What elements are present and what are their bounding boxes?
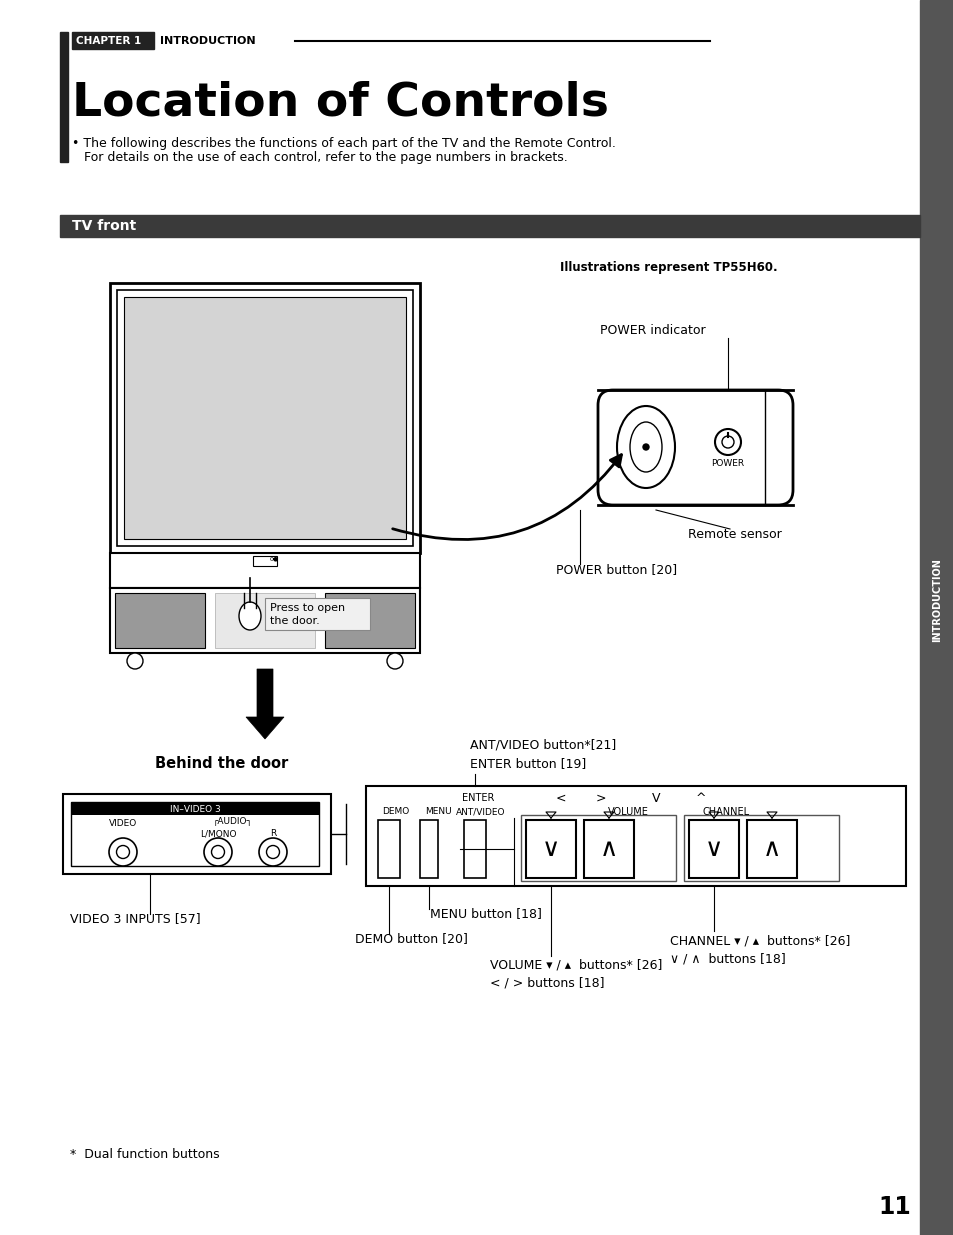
Bar <box>60 215 919 237</box>
Bar <box>71 802 318 815</box>
Bar <box>919 0 953 1235</box>
Bar <box>214 593 314 648</box>
Bar <box>325 593 415 648</box>
Ellipse shape <box>617 406 675 488</box>
Bar <box>746 820 796 878</box>
Text: ∨: ∨ <box>541 837 559 861</box>
Circle shape <box>109 839 137 866</box>
Text: • The following describes the functions of each part of the TV and the Remote Co: • The following describes the functions … <box>71 137 616 149</box>
Text: VOLUME: VOLUME <box>607 806 648 818</box>
Bar <box>419 820 437 878</box>
Circle shape <box>266 846 279 858</box>
Text: POWER: POWER <box>711 459 743 468</box>
Text: Press to open: Press to open <box>270 603 345 613</box>
Circle shape <box>212 846 224 858</box>
Bar <box>265 598 370 630</box>
Text: *  Dual function buttons: * Dual function buttons <box>70 1149 219 1161</box>
Circle shape <box>387 653 402 669</box>
Text: 0●: 0● <box>270 557 279 562</box>
Text: Behind the door: Behind the door <box>154 757 288 772</box>
Text: R: R <box>270 830 275 839</box>
Bar <box>377 820 399 878</box>
Text: INTRODUCTION: INTRODUCTION <box>931 558 941 642</box>
Ellipse shape <box>239 601 261 630</box>
Circle shape <box>116 846 130 858</box>
Text: DEMO button [20]: DEMO button [20] <box>355 932 467 946</box>
Bar <box>520 815 676 881</box>
Bar <box>124 296 406 538</box>
Bar <box>525 820 576 878</box>
Bar <box>71 802 318 866</box>
Text: CHANNEL: CHANNEL <box>701 806 749 818</box>
Bar <box>366 785 905 885</box>
Text: Location of Controls: Location of Controls <box>71 80 608 126</box>
Text: POWER button [20]: POWER button [20] <box>556 563 677 577</box>
Bar <box>683 815 838 881</box>
Text: IN–VIDEO 3: IN–VIDEO 3 <box>170 804 220 814</box>
Text: ∨: ∨ <box>704 837 722 861</box>
Text: ∧: ∧ <box>762 837 781 861</box>
Bar <box>115 593 205 648</box>
Circle shape <box>642 445 648 450</box>
Text: <: < <box>556 792 566 804</box>
Circle shape <box>258 839 287 866</box>
Text: >: > <box>595 792 605 804</box>
Text: INTRODUCTION: INTRODUCTION <box>160 36 255 46</box>
Text: Remote sensor: Remote sensor <box>687 529 781 541</box>
Text: For details on the use of each control, refer to the page numbers in brackets.: For details on the use of each control, … <box>71 152 567 164</box>
Bar <box>71 32 153 49</box>
Bar <box>598 390 772 505</box>
Text: the door.: the door. <box>270 616 319 626</box>
Bar <box>110 588 419 653</box>
Text: ^: ^ <box>695 792 705 804</box>
Bar <box>60 32 68 162</box>
Circle shape <box>204 839 232 866</box>
Text: CHAPTER 1: CHAPTER 1 <box>76 36 141 46</box>
Circle shape <box>127 653 143 669</box>
Text: TV front: TV front <box>71 219 136 233</box>
FancyBboxPatch shape <box>598 390 792 505</box>
Ellipse shape <box>629 422 661 472</box>
Bar <box>583 820 634 878</box>
Circle shape <box>714 429 740 454</box>
Text: ∧: ∧ <box>599 837 618 861</box>
Text: ENTER: ENTER <box>461 793 494 803</box>
Text: ANT/VIDEO: ANT/VIDEO <box>456 808 505 816</box>
Text: 11: 11 <box>878 1195 910 1219</box>
Text: L/MONO: L/MONO <box>199 830 236 839</box>
Text: VOLUME ▾ / ▴  buttons* [26]
< / > buttons [18]: VOLUME ▾ / ▴ buttons* [26] < / > buttons… <box>490 960 661 990</box>
Text: V: V <box>651 792 659 804</box>
Text: ┌AUDIO┐: ┌AUDIO┐ <box>213 816 253 825</box>
Text: ANT/VIDEO button*[21]
ENTER button [19]: ANT/VIDEO button*[21] ENTER button [19] <box>470 739 616 769</box>
FancyArrow shape <box>246 669 284 739</box>
Text: VIDEO: VIDEO <box>109 820 137 829</box>
Circle shape <box>721 436 733 448</box>
Bar <box>253 556 276 566</box>
Text: VIDEO 3 INPUTS [57]: VIDEO 3 INPUTS [57] <box>70 913 200 925</box>
Bar <box>110 553 419 588</box>
Text: DEMO: DEMO <box>382 808 409 816</box>
Text: CHANNEL ▾ / ▴  buttons* [26]
∨ / ∧  buttons [18]: CHANNEL ▾ / ▴ buttons* [26] ∨ / ∧ button… <box>669 934 849 965</box>
Bar <box>463 820 485 878</box>
Bar <box>117 290 413 546</box>
Text: MENU: MENU <box>424 808 451 816</box>
Bar <box>688 820 739 878</box>
Text: POWER indicator: POWER indicator <box>599 324 705 336</box>
Bar <box>110 283 419 553</box>
Text: Illustrations represent TP55H60.: Illustrations represent TP55H60. <box>559 262 777 274</box>
Bar <box>63 794 331 874</box>
Text: MENU button [18]: MENU button [18] <box>430 908 541 920</box>
